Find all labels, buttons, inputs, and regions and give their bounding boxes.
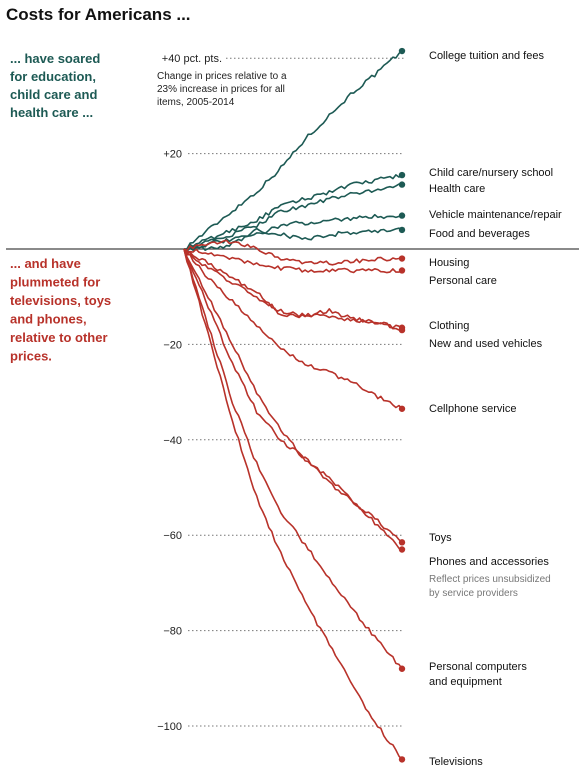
series-end-dot-cellphone-service [398, 405, 406, 412]
note-line: items, 2005-2014 [157, 97, 235, 108]
series-end-dot-personal-care [398, 267, 406, 274]
annotation-up-line: child care and [10, 87, 97, 102]
series-line-health-care [183, 183, 403, 251]
chart-note: Change in prices relative to a 23% increa… [157, 71, 287, 108]
y-tick-label: −80 [163, 626, 182, 638]
y-tick-label: −100 [157, 721, 182, 733]
annotation-up: ... have soared for education, child care … [10, 51, 100, 120]
series-label-toys: Toys [429, 532, 452, 544]
annotation-down-line: and phones, [10, 312, 87, 327]
series-line-toys [183, 248, 403, 543]
annotation-up-line: ... have soared [10, 51, 100, 66]
annotation-down-line: relative to other [10, 330, 108, 345]
series-label-cellphone-service: Cellphone service [429, 403, 516, 415]
series-line-child-care-nursery-school [183, 174, 403, 251]
series-label-personal-computers-and-equipment: and equipment [429, 676, 502, 688]
series-line-college-tuition-and-fees [183, 50, 403, 250]
series-label-personal-care: Personal care [429, 275, 497, 287]
series-note-phones-and-accessories: Reflect prices unsubsidized [429, 574, 551, 585]
series-end-dot-toys [398, 539, 406, 546]
series-line-housing [183, 239, 402, 266]
chart-title: Costs for Americans ... [6, 5, 191, 24]
series-label-housing: Housing [429, 257, 469, 269]
series-line-personal-computers-and-equipment [183, 248, 403, 670]
series-line-phones-and-accessories [183, 248, 403, 551]
series-label-clothing: Clothing [429, 320, 469, 332]
series-line-televisions [183, 248, 403, 760]
series-line-personal-care [183, 248, 403, 274]
annotation-up-line: health care ... [10, 105, 93, 120]
series-label-vehicle-maintenance-repair: Vehicle maintenance/repair [429, 209, 562, 221]
series-end-dot-food-and-beverages [398, 226, 406, 234]
series-label-phones-and-accessories: Phones and accessories [429, 556, 549, 568]
annotation-down: ... and have plummeted for televisions, to… [10, 256, 111, 364]
series-label-health-care: Health care [429, 183, 485, 195]
series-line-clothing [183, 248, 403, 329]
annotation-down-line: prices. [10, 349, 52, 364]
series-end-dots [398, 47, 406, 763]
series-lines [183, 50, 403, 760]
series-label-food-and-beverages: Food and beverages [429, 228, 530, 240]
y-tick-label: +20 [163, 149, 182, 161]
series-line-food-and-beverages [183, 227, 403, 252]
note-line: Change in prices relative to a [157, 71, 287, 82]
series-label-child-care-nursery-school: Child care/nursery school [429, 167, 553, 179]
annotation-down-line: ... and have [10, 256, 81, 271]
y-tick-label: +40 pct. pts. [162, 53, 222, 65]
series-end-dot-housing [398, 255, 406, 262]
annotation-down-line: televisions, toys [10, 293, 111, 308]
series-end-dot-televisions [398, 756, 406, 763]
series-end-dot-new-and-used-vehicles [398, 326, 406, 334]
series-labels: College tuition and fees Child care/nurse… [429, 50, 562, 768]
series-end-dot-vehicle-maintenance-repair [398, 212, 406, 219]
y-tick-label: −40 [163, 435, 182, 447]
y-tick-labels: +40 pct. pts. +20 −20 −40 −60 −80 −100 [157, 53, 222, 733]
series-label-new-and-used-vehicles: New and used vehicles [429, 338, 543, 350]
series-line-vehicle-maintenance-repair [183, 213, 403, 252]
annotation-up-line: for education, [10, 69, 96, 84]
series-label-personal-computers-and-equipment: Personal computers [429, 661, 527, 673]
annotation-down-line: plummeted for [10, 275, 100, 290]
series-label-televisions: Televisions [429, 756, 483, 768]
gridlines [188, 57, 404, 727]
series-line-new-and-used-vehicles [183, 248, 403, 331]
series-end-dot-personal-computers-and-equipment [398, 665, 406, 672]
y-tick-label: −20 [163, 339, 182, 351]
note-line: 23% increase in prices for all [157, 84, 285, 95]
series-label-college-tuition-and-fees: College tuition and fees [429, 50, 544, 62]
series-end-dot-child-care-nursery-school [398, 171, 406, 179]
series-line-cellphone-service [183, 248, 403, 410]
series-end-dot-health-care [398, 181, 406, 188]
series-end-dot-college-tuition-and-fees [398, 47, 406, 55]
series-note-phones-and-accessories: by service providers [429, 588, 518, 599]
series-end-dot-phones-and-accessories [398, 546, 406, 553]
y-tick-label: −60 [163, 530, 182, 542]
